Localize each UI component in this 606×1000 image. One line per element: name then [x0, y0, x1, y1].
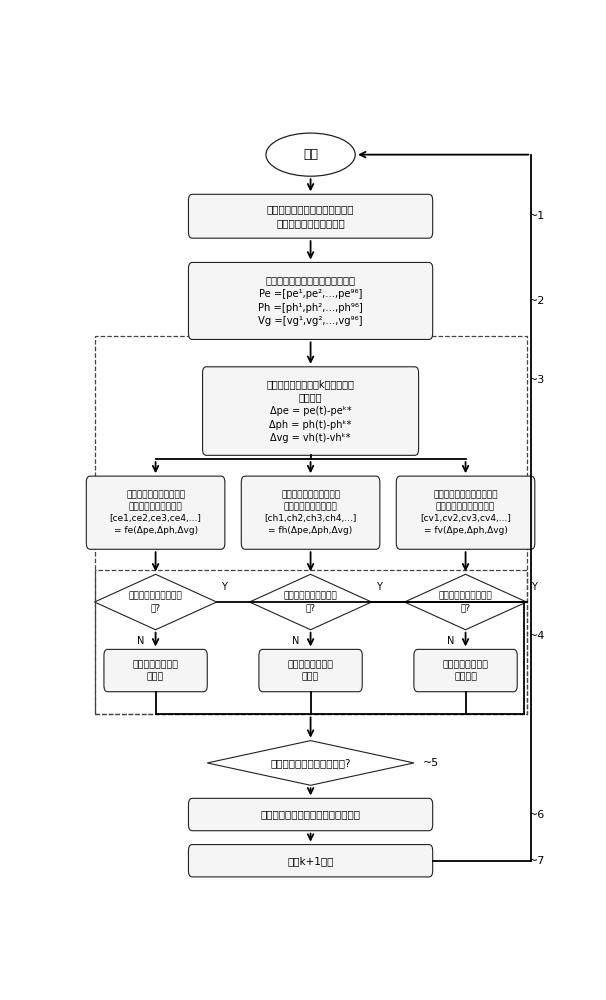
- Text: 日级调度层计算发布日前调度计划
Pe =[pe¹,pe²,...,pe⁹⁶]
Ph =[ph¹,ph²,...,ph⁹⁶]
Vg =[vg¹,vg²,...,v: 日级调度层计算发布日前调度计划 Pe =[pe¹,pe²,...,pe⁹⁶] P…: [258, 276, 363, 326]
- Text: ~2: ~2: [529, 296, 545, 306]
- FancyBboxPatch shape: [188, 845, 433, 877]
- Text: ~5: ~5: [423, 758, 439, 768]
- FancyBboxPatch shape: [188, 798, 433, 831]
- Bar: [95, 570, 527, 714]
- FancyBboxPatch shape: [396, 476, 535, 549]
- Text: 各热力设备执行控
制参数: 各热力设备执行控 制参数: [288, 660, 333, 681]
- FancyBboxPatch shape: [104, 649, 207, 692]
- FancyBboxPatch shape: [241, 476, 380, 549]
- Text: 计算系统当前状态与k阶段调度计
划的偏差
Δpe = pe(t)-peᵏ*
Δph = ph(t)-phᵏ*
Δvg = vh(t)-vhᵏ*: 计算系统当前状态与k阶段调度计 划的偏差 Δpe = pe(t)-peᵏ* Δp…: [267, 379, 355, 443]
- Text: 设备是否为自治控制模
式?: 设备是否为自治控制模 式?: [128, 592, 182, 612]
- Text: N: N: [292, 636, 299, 646]
- Text: ~4: ~4: [529, 631, 545, 641]
- Polygon shape: [404, 574, 527, 630]
- Text: Y: Y: [221, 582, 227, 592]
- Text: 电力协同控制单元计算各
电力设备协同控制参数
[ce1,ce2,ce3,ce4,...]
= fe(Δpe,Δph,Δvg): 电力协同控制单元计算各 电力设备协同控制参数 [ce1,ce2,ce3,ce4,…: [110, 490, 202, 535]
- Text: 设备是否为自治控制模
式?: 设备是否为自治控制模 式?: [284, 592, 338, 612]
- Text: 开始: 开始: [303, 148, 318, 161]
- Text: ~6: ~6: [529, 810, 545, 820]
- Bar: [95, 336, 527, 714]
- Text: Y: Y: [531, 582, 537, 592]
- Ellipse shape: [266, 133, 355, 176]
- FancyBboxPatch shape: [414, 649, 518, 692]
- Text: N: N: [447, 636, 454, 646]
- Text: ~1: ~1: [529, 211, 545, 221]
- Text: Y: Y: [376, 582, 382, 592]
- Polygon shape: [207, 741, 414, 785]
- Text: 设备是否为自治控制模
式?: 设备是否为自治控制模 式?: [439, 592, 493, 612]
- Polygon shape: [95, 574, 217, 630]
- Text: 系统运行偏差是否满足要求?: 系统运行偏差是否满足要求?: [270, 758, 351, 768]
- Text: 数据采集层汇集系统电、热、气
测量信息至信息交互总线: 数据采集层汇集系统电、热、气 测量信息至信息交互总线: [267, 204, 355, 228]
- Text: 进入k+1时段: 进入k+1时段: [287, 856, 334, 866]
- FancyBboxPatch shape: [188, 194, 433, 238]
- Text: ~3: ~3: [529, 375, 545, 385]
- Text: N: N: [137, 636, 144, 646]
- Text: 天然气协同控制单元计算各
天然气设备协同控制参数
[cv1,cv2,cv3,cv4,...]
= fv(Δpe,Δph,Δvg): 天然气协同控制单元计算各 天然气设备协同控制参数 [cv1,cv2,cv3,cv…: [420, 490, 511, 535]
- FancyBboxPatch shape: [188, 262, 433, 339]
- Text: 热力协同控制单元计算各
热力设备协同控制参数
[ch1,ch2,ch3,ch4,...]
= fh(Δpe,Δph,Δvg): 热力协同控制单元计算各 热力设备协同控制参数 [ch1,ch2,ch3,ch4,…: [264, 490, 357, 535]
- FancyBboxPatch shape: [202, 367, 419, 455]
- FancyBboxPatch shape: [259, 649, 362, 692]
- FancyBboxPatch shape: [86, 476, 225, 549]
- Text: ~7: ~7: [529, 856, 545, 866]
- Text: 各电力设备执行控
制参数: 各电力设备执行控 制参数: [133, 660, 179, 681]
- Polygon shape: [250, 574, 371, 630]
- Text: 日级调度层修正未来阶段的调度计划: 日级调度层修正未来阶段的调度计划: [261, 810, 361, 820]
- Text: 各天然气设备执行
控制参数: 各天然气设备执行 控制参数: [442, 660, 488, 681]
